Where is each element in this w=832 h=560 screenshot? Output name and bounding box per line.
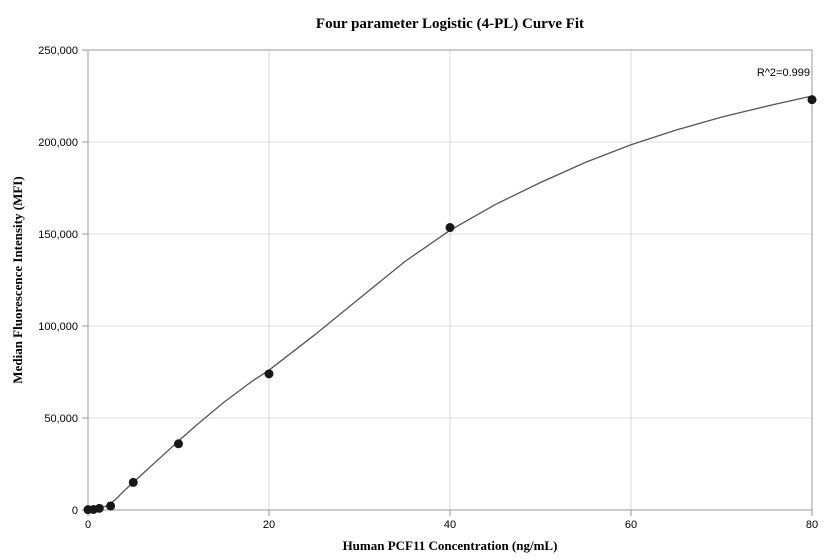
- curve-fit-chart: 0 20 40 60 80 0 50,000 100,000 150,000 200,000 250…: [0, 0, 832, 560]
- x-tick-label: 80: [806, 519, 818, 531]
- data-point: [95, 504, 104, 513]
- x-tick-label: 40: [444, 519, 456, 531]
- chart-title: Four parameter Logistic (4-PL) Curve Fit: [316, 16, 584, 32]
- y-tick-label: 0: [72, 505, 78, 517]
- y-tick-label: 250,000: [38, 45, 78, 57]
- y-tick-label: 50,000: [44, 413, 78, 425]
- r-squared-annotation: R^2=0.999: [757, 67, 810, 79]
- chart-container: 0 20 40 60 80 0 50,000 100,000 150,000 200,000 250…: [0, 0, 832, 560]
- y-tick-label: 100,000: [38, 321, 78, 333]
- data-point: [265, 369, 274, 378]
- data-point: [174, 439, 183, 448]
- x-tick-label: 20: [263, 519, 275, 531]
- x-tick-label: 60: [625, 519, 637, 531]
- x-axis-label: Human PCF11 Concentration (ng/mL): [343, 538, 558, 553]
- y-axis-label: Median Fluorescence Intensity (MFI): [10, 176, 25, 383]
- data-point: [446, 223, 455, 232]
- data-point: [106, 501, 115, 510]
- chart-background: [0, 0, 832, 560]
- y-tick-label: 150,000: [38, 229, 78, 241]
- x-tick-label: 0: [85, 519, 91, 531]
- data-point: [808, 95, 817, 104]
- data-point: [129, 478, 138, 487]
- y-tick-label: 200,000: [38, 137, 78, 149]
